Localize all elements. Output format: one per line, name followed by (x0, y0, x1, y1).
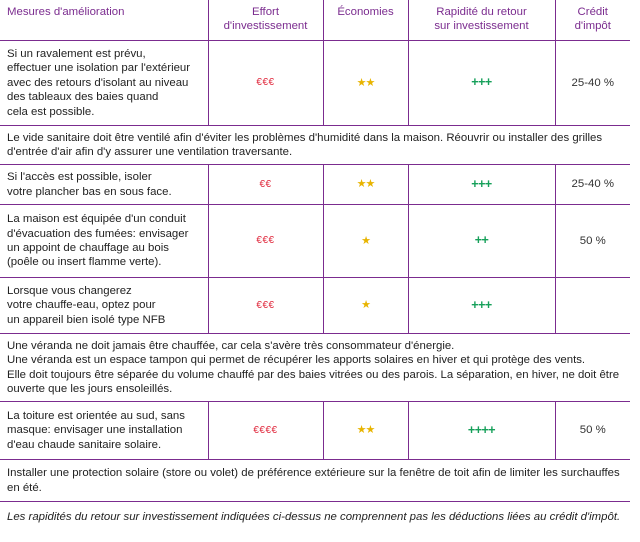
table-row: Installer une protection solaire (store … (0, 459, 630, 502)
measure-cell: La toiture est orientée au sud, sans mas… (0, 401, 208, 460)
effort-rating: €€ (207, 164, 323, 205)
table-row: Le vide sanitaire doit être ventilé afin… (0, 125, 630, 165)
header-payback: Rapidité du retour sur investissement (407, 0, 555, 41)
header-credit: Crédit d'impôt (554, 0, 630, 41)
table-row: Lorsque vous changerez votre chauffe-eau… (0, 277, 630, 334)
payback-rating: +++ (407, 164, 555, 205)
payback-rating: +++ (407, 277, 555, 334)
table-row: Une véranda ne doit jamais être chauffée… (0, 333, 630, 402)
savings-rating: ★★ (322, 40, 408, 126)
measure-cell: Lorsque vous changerez votre chauffe-eau… (0, 277, 208, 334)
tax-credit (554, 277, 630, 334)
payback-rating: +++ (407, 40, 555, 126)
tax-credit: 50 % (554, 204, 630, 278)
table-row: Si l'accès est possible, isoler votre pl… (0, 164, 630, 205)
savings-rating: ★★ (322, 164, 408, 205)
table-row: Si un ravalement est prévu, effectuer un… (0, 40, 630, 126)
advice-note: Installer une protection solaire (store … (0, 459, 630, 502)
header-measures: Mesures d'amélioration (0, 0, 208, 41)
savings-rating: ★★ (322, 401, 408, 460)
header-savings: Économies (322, 0, 408, 41)
effort-rating: €€€ (207, 40, 323, 126)
improvement-measures-table: Mesures d'amélioration Effort d'investiss… (0, 0, 630, 532)
tax-credit: 50 % (554, 401, 630, 460)
measure-cell: Si un ravalement est prévu, effectuer un… (0, 40, 208, 126)
measure-cell: Si l'accès est possible, isoler votre pl… (0, 164, 208, 205)
advice-note: Le vide sanitaire doit être ventilé afin… (0, 125, 630, 165)
table-row: La toiture est orientée au sud, sans mas… (0, 401, 630, 460)
effort-rating: €€€ (207, 204, 323, 278)
table-row: La maison est équipée d'un conduit d'éva… (0, 204, 630, 278)
effort-rating: €€€€ (207, 401, 323, 460)
savings-rating: ★ (322, 204, 408, 278)
savings-rating: ★ (322, 277, 408, 334)
footnote: Les rapidités du retour sur investisseme… (7, 510, 621, 523)
table-header-row: Mesures d'amélioration Effort d'investiss… (0, 0, 630, 41)
tax-credit: 25-40 % (554, 164, 630, 205)
advice-note: Une véranda ne doit jamais être chauffée… (0, 333, 630, 402)
payback-rating: ++ (407, 204, 555, 278)
tax-credit: 25-40 % (554, 40, 630, 126)
payback-rating: ++++ (407, 401, 555, 460)
measure-cell: La maison est équipée d'un conduit d'éva… (0, 204, 208, 278)
table-row: Les rapidités du retour sur investisseme… (0, 502, 630, 532)
header-effort: Effort d'investissement (207, 0, 323, 41)
effort-rating: €€€ (207, 277, 323, 334)
